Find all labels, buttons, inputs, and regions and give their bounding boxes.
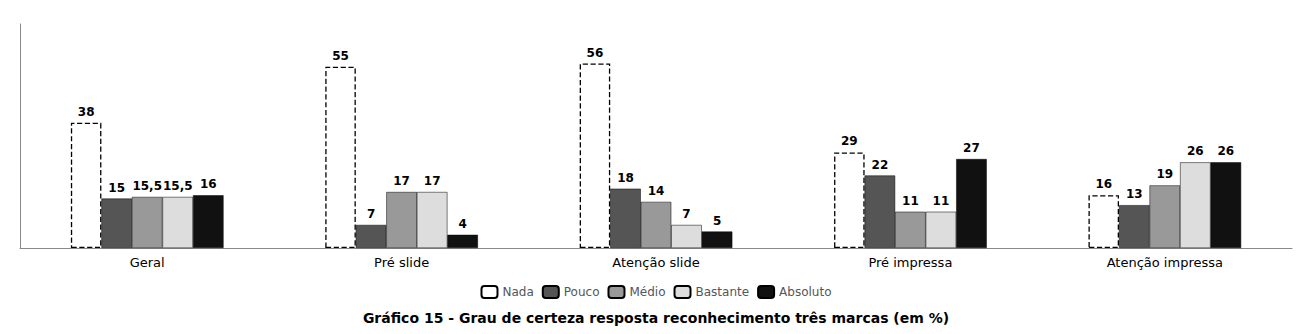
svg-text:26: 26 [1187,144,1204,158]
svg-text:11: 11 [933,194,950,208]
svg-text:Bastante: Bastante [696,285,750,299]
svg-text:14: 14 [648,184,665,198]
svg-text:16: 16 [200,177,217,191]
svg-text:4: 4 [458,217,466,231]
svg-text:Pouco: Pouco [564,285,600,299]
svg-text:Gráfico 15 - Grau de certeza r: Gráfico 15 - Grau de certeza resposta re… [363,310,949,326]
svg-text:15,5: 15,5 [163,179,193,193]
svg-text:13: 13 [1126,187,1143,201]
svg-text:Médio: Médio [629,285,665,299]
svg-text:Atenção impressa: Atenção impressa [1107,255,1223,270]
svg-text:26: 26 [1218,144,1235,158]
svg-text:19: 19 [1156,167,1173,181]
svg-text:7: 7 [682,207,690,221]
svg-text:11: 11 [902,194,919,208]
svg-text:Pré slide: Pré slide [374,255,429,270]
svg-text:29: 29 [841,134,858,148]
svg-text:5: 5 [713,214,721,228]
svg-text:7: 7 [367,207,375,221]
svg-text:15: 15 [108,181,125,195]
svg-text:17: 17 [424,174,441,188]
svg-text:Nada: Nada [502,285,533,299]
svg-text:Geral: Geral [130,255,165,270]
svg-text:17: 17 [393,174,410,188]
svg-text:56: 56 [587,46,604,60]
svg-text:55: 55 [332,49,349,63]
svg-text:15,5: 15,5 [132,179,162,193]
svg-text:27: 27 [963,141,980,155]
svg-text:38: 38 [78,105,95,119]
svg-text:18: 18 [617,171,634,185]
svg-text:Atenção slide: Atenção slide [612,255,699,270]
svg-text:Absoluto: Absoluto [779,285,831,299]
svg-text:Pré impressa: Pré impressa [868,255,952,270]
svg-text:22: 22 [872,158,889,172]
svg-text:16: 16 [1095,177,1112,191]
